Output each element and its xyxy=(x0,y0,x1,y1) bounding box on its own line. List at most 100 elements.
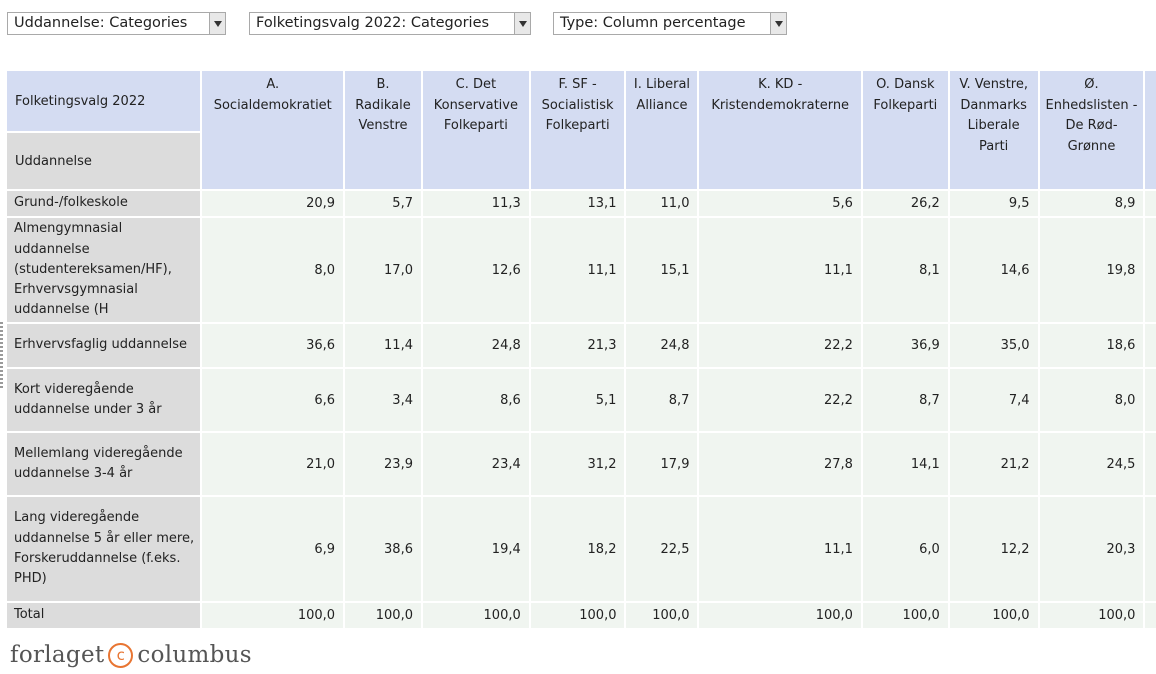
chevron-down-icon[interactable] xyxy=(770,13,786,34)
table-cell: 6,6 xyxy=(202,369,344,431)
row-header: Mellemlang videregående uddannelse 3-4 å… xyxy=(7,433,201,495)
table-row: Kort videregående uddannelse under 3 år 6… xyxy=(7,369,1156,431)
table-cell: 38,6 xyxy=(345,497,421,601)
type-select-value: Type: Column percentage xyxy=(560,15,746,31)
table-cell-overflow xyxy=(1145,324,1156,367)
table-cell: 8,9 xyxy=(1039,191,1144,216)
table-cell: 23,9 xyxy=(345,433,421,495)
table-cell: 8,7 xyxy=(626,369,698,431)
table-cell: 19,8 xyxy=(1039,218,1144,322)
table-cell: 15,1 xyxy=(626,218,698,322)
column-header: F. SF - Socialistisk Folkeparti xyxy=(530,71,625,189)
table-cell: 100,0 xyxy=(345,603,421,628)
type-select[interactable]: Type: Column percentage xyxy=(553,12,787,35)
table-cell: 35,0 xyxy=(949,324,1038,367)
row-header: Grund-/folkeskole xyxy=(7,191,201,216)
table-cell: 8,7 xyxy=(862,369,948,431)
table-cell: 100,0 xyxy=(949,603,1038,628)
table-cell: 36,6 xyxy=(202,324,344,367)
column-header: V. Venstre, Danmarks Liberale Parti xyxy=(949,71,1038,189)
table-cell: 26,2 xyxy=(862,191,948,216)
column-header: I. Liberal Alliance xyxy=(626,71,698,189)
table-cell: 11,1 xyxy=(699,497,861,601)
row-header: Kort videregående uddannelse under 3 år xyxy=(7,369,201,431)
publisher-logo: forlaget c columbus xyxy=(10,641,252,669)
table-cell: 8,1 xyxy=(862,218,948,322)
table-cell: 100,0 xyxy=(422,603,529,628)
table-cell: 21,2 xyxy=(949,433,1038,495)
row-header: Erhvervsfaglig uddannelse xyxy=(7,324,201,367)
table-cell: 21,0 xyxy=(202,433,344,495)
table-cell: 100,0 xyxy=(862,603,948,628)
table-cell: 22,2 xyxy=(699,369,861,431)
table-cell-overflow xyxy=(1145,497,1156,601)
table-row: Mellemlang videregående uddannelse 3-4 å… xyxy=(7,433,1156,495)
table-cell-overflow xyxy=(1145,433,1156,495)
table-cell: 9,5 xyxy=(949,191,1038,216)
table-cell: 11,4 xyxy=(345,324,421,367)
row-header: Lang videregående uddannelse 5 år eller … xyxy=(7,497,201,601)
table-cell: 17,0 xyxy=(345,218,421,322)
table-cell: 18,2 xyxy=(530,497,625,601)
table-cell: 19,4 xyxy=(422,497,529,601)
row-dimension-label: Uddannelse xyxy=(7,133,201,189)
table-cell: 12,6 xyxy=(422,218,529,322)
table-cell: 8,6 xyxy=(422,369,529,431)
table-cell: 11,0 xyxy=(626,191,698,216)
column-header: K. KD - Kristendemokraterne xyxy=(699,71,861,189)
logo-text-right: columbus xyxy=(137,642,252,668)
table-cell-overflow xyxy=(1145,369,1156,431)
table-row: Almengymnasial uddannelse (studentereksa… xyxy=(7,218,1156,322)
table-cell: 36,9 xyxy=(862,324,948,367)
chevron-down-icon[interactable] xyxy=(209,13,225,34)
election-select-value: Folketingsvalg 2022: Categories xyxy=(256,15,490,31)
education-select-value: Uddannelse: Categories xyxy=(14,15,188,31)
table-cell: 100,0 xyxy=(1039,603,1144,628)
table-cell: 20,3 xyxy=(1039,497,1144,601)
row-header: Total xyxy=(7,603,201,628)
table-body: Grund-/folkeskole 20,9 5,7 11,3 13,1 11,0 5,6 2… xyxy=(7,191,1156,628)
chevron-down-icon[interactable] xyxy=(514,13,530,34)
table-cell: 18,6 xyxy=(1039,324,1144,367)
copyright-c-icon: c xyxy=(108,643,134,668)
table-cell: 13,1 xyxy=(530,191,625,216)
table-cell: 7,4 xyxy=(949,369,1038,431)
row-header: Almengymnasial uddannelse (studentereksa… xyxy=(7,218,201,322)
table-cell: 21,3 xyxy=(530,324,625,367)
table-cell: 8,0 xyxy=(1039,369,1144,431)
table-row: Total 100,0 100,0 100,0 100,0 100,0 100,0 100,0… xyxy=(7,603,1156,628)
table-cell: 31,2 xyxy=(530,433,625,495)
table-cell: 20,9 xyxy=(202,191,344,216)
table-cell: 22,5 xyxy=(626,497,698,601)
column-header: O. Dansk Folkeparti xyxy=(862,71,948,189)
column-header: A. Socialdemokratiet xyxy=(202,71,344,189)
table-row: Grund-/folkeskole 20,9 5,7 11,3 13,1 11,0 5,6 2… xyxy=(7,191,1156,216)
table-cell: 5,6 xyxy=(699,191,861,216)
table-cell: 3,4 xyxy=(345,369,421,431)
table-row: Lang videregående uddannelse 5 år eller … xyxy=(7,497,1156,601)
table-cell-overflow xyxy=(1145,191,1156,216)
table-cell: 6,9 xyxy=(202,497,344,601)
table-cell: 17,9 xyxy=(626,433,698,495)
crosstab-table: Folketingsvalg 2022 A. Socialdemokratiet… xyxy=(5,69,1156,630)
column-header: B. Radikale Venstre xyxy=(345,71,421,189)
column-dimension-label: Folketingsvalg 2022 xyxy=(7,71,201,131)
table-row: Erhvervsfaglig uddannelse 36,6 11,4 24,8 21,… xyxy=(7,324,1156,367)
logo-text-left: forlaget xyxy=(10,642,105,668)
resize-handle[interactable] xyxy=(0,322,3,388)
table-cell: 22,2 xyxy=(699,324,861,367)
table-cell: 14,1 xyxy=(862,433,948,495)
column-header: C. Det Konservative Folkeparti xyxy=(422,71,529,189)
education-select[interactable]: Uddannelse: Categories xyxy=(7,12,226,35)
table-cell: 100,0 xyxy=(699,603,861,628)
column-header: Ø. Enhedslisten - De Rød-Grønne xyxy=(1039,71,1144,189)
table-cell: 12,2 xyxy=(949,497,1038,601)
table-cell: 11,3 xyxy=(422,191,529,216)
election-select[interactable]: Folketingsvalg 2022: Categories xyxy=(249,12,531,35)
table-cell: 8,0 xyxy=(202,218,344,322)
table-cell: 27,8 xyxy=(699,433,861,495)
table-cell: 11,1 xyxy=(530,218,625,322)
table-cell: 24,8 xyxy=(422,324,529,367)
table-cell: 23,4 xyxy=(422,433,529,495)
table-cell: 24,5 xyxy=(1039,433,1144,495)
